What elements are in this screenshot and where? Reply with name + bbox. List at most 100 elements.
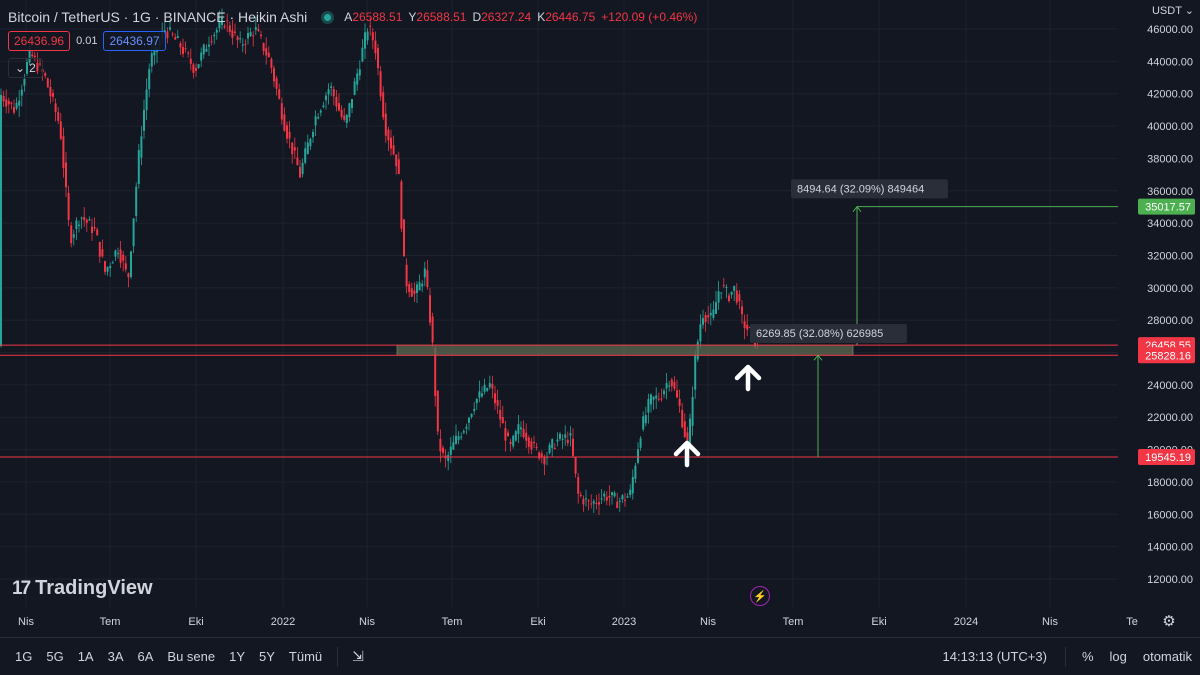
- candle-body: [145, 89, 148, 111]
- price-change: +120.09 (+0.46%): [601, 10, 698, 24]
- candle-body: [717, 291, 720, 303]
- goto-date-icon[interactable]: ⇲: [352, 648, 364, 664]
- candle-body: [715, 302, 717, 314]
- candle-body: [397, 159, 400, 175]
- arrow-up-icon: [673, 440, 701, 468]
- candle-body: [13, 107, 15, 113]
- candle-body: [23, 78, 26, 86]
- range-5g[interactable]: 5G: [46, 649, 64, 664]
- candle-body: [652, 396, 655, 400]
- measure-arrowhead: [852, 205, 862, 212]
- candle-body: [512, 435, 515, 447]
- toolbar-divider: [1064, 646, 1066, 667]
- settings-gear-icon[interactable]: ⚙: [1162, 613, 1176, 630]
- time-axis-label: 2022: [270, 616, 296, 628]
- candle-body: [137, 150, 140, 185]
- candle-body: [91, 226, 93, 234]
- time-axis[interactable]: Nis Tem Eki 2022 Nis Tem Eki 2023 Nis Tem Eki 2024 N…: [0, 607, 1200, 637]
- candle-body: [616, 501, 619, 509]
- candle-body: [481, 393, 483, 397]
- candle-body: [335, 96, 338, 107]
- candle-body: [663, 390, 665, 395]
- log-toggle[interactable]: log: [1109, 649, 1127, 664]
- candle-body: [234, 31, 236, 33]
- candle-body: [431, 316, 434, 343]
- candle-body: [637, 449, 639, 463]
- candle-body: [538, 452, 541, 459]
- currency-selector[interactable]: USDT ⌄: [1152, 4, 1194, 17]
- percent-toggle[interactable]: %: [1081, 649, 1094, 664]
- candle-body: [621, 495, 624, 500]
- candle-body: [678, 398, 681, 406]
- range-1y[interactable]: 1Y: [229, 649, 246, 664]
- lightning-icon[interactable]: ⚡: [750, 586, 770, 606]
- candle-body: [660, 398, 663, 400]
- candle-body: [592, 501, 595, 504]
- candle-body: [670, 379, 673, 387]
- price-axis-label: 12000.00: [1147, 574, 1193, 586]
- candle-body: [429, 295, 431, 323]
- level-badge: [1138, 198, 1195, 215]
- candle-body: [691, 396, 694, 426]
- range-3a[interactable]: 3A: [107, 649, 124, 664]
- candle-body: [603, 493, 606, 497]
- time-axis-label: Nis: [700, 616, 716, 628]
- clock[interactable]: 14:13:13 (UTC+3): [942, 649, 1047, 664]
- candle-body: [195, 67, 197, 71]
- ohlc-low-value: 26327.24: [481, 10, 532, 24]
- candle-body: [119, 249, 122, 263]
- candle-body: [46, 78, 49, 88]
- candle-body: [33, 55, 36, 58]
- candle-body: [587, 500, 590, 502]
- candle-body: [244, 43, 247, 45]
- candle-body: [111, 262, 114, 264]
- symbol-title[interactable]: Bitcoin / TetherUS · 1G · BINANCE · Heik…: [8, 9, 308, 25]
- chart-pane[interactable]: 8494.64 (32.09%) 849464 6269.85 (32.08%) …: [0, 0, 1200, 607]
- ohlc-open-key: A: [344, 10, 353, 24]
- candle-body: [205, 48, 208, 52]
- indicators-toggle-button[interactable]: ⌄ 2: [8, 58, 43, 78]
- candle-body: [192, 64, 195, 73]
- candle-body: [200, 52, 203, 61]
- time-axis-label: Nis: [359, 616, 375, 628]
- candle-body: [501, 416, 504, 424]
- price-chart[interactable]: 8494.64 (32.09%) 849464 6269.85 (32.08%) …: [0, 0, 1200, 607]
- candle-body: [405, 264, 408, 287]
- price-axis-label: 42000.00: [1147, 89, 1193, 101]
- range-1g[interactable]: 1G: [15, 649, 33, 664]
- candle-body: [741, 306, 743, 315]
- candle-body: [465, 426, 468, 429]
- candle-body: [553, 447, 556, 449]
- time-axis-label: Tem: [99, 616, 121, 628]
- time-axis-label: Eki: [530, 616, 546, 628]
- candle-body: [262, 43, 265, 52]
- candle-body: [730, 291, 733, 295]
- time-axis-label: Eki: [871, 616, 887, 628]
- candle-body: [382, 92, 385, 118]
- buy-button[interactable]: 26436.97: [103, 31, 166, 51]
- candle-body: [598, 502, 600, 505]
- auto-scale-toggle[interactable]: otomatik: [1142, 649, 1192, 664]
- tradingview-logo[interactable]: 17 TradingView: [12, 577, 153, 600]
- time-axis-label: Tem: [782, 616, 804, 628]
- range-1a[interactable]: 1A: [77, 649, 94, 664]
- candle-body: [101, 249, 104, 257]
- candle-body: [215, 29, 218, 33]
- range-all[interactable]: Tümü: [288, 649, 323, 664]
- candle-body: [221, 17, 223, 26]
- candle-body: [351, 99, 353, 109]
- ohlc-close: K26446.75: [537, 10, 595, 24]
- candle-body: [647, 399, 650, 413]
- sell-button[interactable]: 26436.96: [8, 31, 71, 51]
- candle-body: [488, 383, 491, 388]
- candle-body: [561, 438, 564, 440]
- candle-body: [416, 284, 418, 293]
- candle-body: [655, 395, 658, 399]
- time-axis-label: Nis: [18, 616, 34, 628]
- candle-body: [535, 446, 538, 448]
- range-6a[interactable]: 6A: [137, 649, 154, 664]
- time-axis-label: Tem: [441, 616, 463, 628]
- range-5y[interactable]: 5Y: [259, 649, 275, 664]
- range-ytd[interactable]: Bu sene: [167, 649, 216, 664]
- candle-body: [525, 432, 528, 441]
